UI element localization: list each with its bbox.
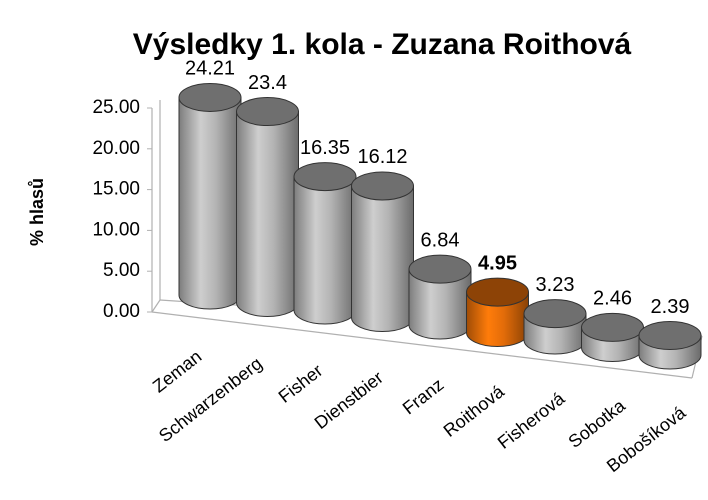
value-label: 2.46 — [593, 288, 632, 310]
cylinder — [638, 320, 702, 370]
value-label: 16.12 — [357, 146, 407, 168]
cylinder — [236, 97, 299, 317]
cylinder — [466, 277, 529, 347]
chart-title: Výsledky 1. kola - Zuzana Roithová — [133, 28, 632, 61]
value-label: 23.4 — [248, 72, 287, 94]
value-label: 24.21 — [185, 58, 235, 80]
bar-top — [638, 320, 702, 350]
value-label: 3.23 — [536, 274, 575, 296]
x-tick-label: Roithová — [440, 381, 509, 441]
bar — [293, 176, 357, 325]
bar — [236, 111, 299, 317]
value-label: 16.35 — [300, 137, 350, 159]
floor-front-edge — [151, 311, 693, 379]
cylinder — [178, 82, 242, 310]
x-tick-label: Franz — [399, 374, 448, 418]
y-tick-label: 10.00 — [92, 219, 140, 240]
y-tick-label: 15.00 — [92, 179, 140, 200]
value-label: 6.84 — [421, 229, 460, 251]
value-label: 2.39 — [651, 296, 690, 318]
y-tick-label: 0.00 — [103, 301, 140, 322]
cylinder — [408, 254, 472, 340]
bar-top — [466, 277, 529, 307]
bar-top — [408, 254, 472, 284]
bar-top — [523, 299, 587, 329]
floor-left-edge — [151, 299, 161, 313]
bar — [351, 185, 414, 332]
cylinder — [293, 162, 357, 325]
x-tick-label: Sobotka — [565, 395, 630, 452]
x-tick-label: Zeman — [149, 346, 205, 396]
y-tick-label: 5.00 — [103, 260, 140, 281]
y-axis-label: % hlasů — [27, 178, 47, 246]
value-label: 4.95 — [478, 252, 517, 274]
y-tick-label: 20.00 — [92, 138, 140, 159]
x-tick-label: Fisher — [275, 360, 327, 407]
bar-top — [178, 82, 242, 112]
y-tick-label: 25.00 — [92, 97, 140, 118]
cylinder — [581, 312, 644, 362]
bar-top — [581, 312, 644, 342]
cylinder — [351, 171, 414, 332]
bar-top — [236, 97, 299, 127]
bar-top — [293, 162, 357, 192]
bar-top — [351, 171, 414, 201]
bar — [178, 96, 242, 310]
cylinder — [523, 299, 587, 355]
